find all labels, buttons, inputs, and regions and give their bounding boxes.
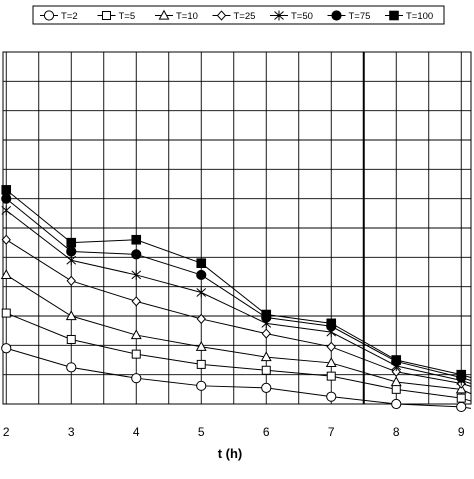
legend-item: T=10	[155, 9, 198, 22]
data-point	[391, 366, 401, 377]
data-point	[1, 185, 12, 195]
data-point	[195, 340, 207, 351]
data-point	[66, 246, 77, 257]
legend-marker	[389, 10, 399, 21]
legend-box	[32, 5, 445, 25]
legend-label: T=2	[61, 11, 78, 22]
data-point	[1, 205, 12, 216]
x-tick-label: 7	[328, 425, 335, 439]
data-point	[261, 365, 271, 375]
x-tick-label: 4	[133, 425, 140, 439]
x-tick-label: 2	[3, 425, 10, 439]
series-t-10	[0, 269, 472, 395]
data-point	[390, 376, 402, 387]
legend-item: T=50	[270, 10, 313, 22]
data-point	[131, 234, 142, 245]
legend-marker	[274, 10, 284, 21]
data-point	[391, 355, 402, 365]
series-line	[5, 198, 472, 382]
legend-item: T=5	[97, 11, 136, 22]
data-point	[196, 380, 207, 391]
legend-label: T=25	[234, 11, 256, 22]
data-point	[131, 296, 141, 307]
series-t-100	[1, 185, 472, 380]
data-point	[391, 384, 401, 394]
data-point	[66, 275, 76, 286]
data-point	[456, 393, 466, 403]
data-point	[66, 334, 76, 344]
series-t-5	[1, 308, 472, 403]
x-tick-label: 5	[198, 425, 205, 439]
x-axis-label: t (h)	[218, 446, 243, 461]
series-line	[5, 189, 472, 379]
data-point	[1, 193, 12, 204]
data-point	[326, 391, 337, 402]
data-point	[325, 357, 337, 368]
data-point	[66, 237, 77, 248]
data-point	[131, 249, 142, 260]
data-point	[65, 310, 77, 321]
data-point	[261, 309, 272, 320]
legend-item: T=2	[40, 10, 78, 22]
series-line	[5, 210, 472, 384]
x-tick-label: 3	[68, 425, 75, 439]
legend-marker	[102, 11, 111, 20]
data-point	[131, 373, 142, 384]
data-point	[131, 349, 141, 359]
data-point	[260, 351, 272, 362]
data-point	[326, 341, 336, 352]
legend-item: T=25	[212, 10, 256, 22]
data-point	[131, 269, 142, 280]
data-point	[261, 382, 272, 393]
series-group	[0, 185, 472, 413]
data-point	[326, 318, 337, 329]
series-t-75	[1, 193, 472, 383]
series-line	[6, 347, 472, 409]
data-point	[1, 234, 11, 245]
data-point	[66, 255, 77, 266]
legend-item: T=75	[327, 10, 371, 22]
legend-marker	[331, 10, 342, 21]
legend-marker	[43, 10, 55, 21]
legend-item: T=100	[385, 10, 433, 22]
data-point	[196, 258, 207, 268]
data-point	[196, 287, 207, 298]
legend-marker	[216, 10, 227, 21]
series-t-2	[1, 343, 472, 413]
x-tick-label: 9	[458, 425, 465, 439]
data-point	[130, 329, 142, 340]
data-point	[1, 308, 11, 318]
data-point	[456, 401, 467, 413]
series-t-25	[1, 234, 472, 389]
legend-label: T=100	[406, 11, 433, 22]
x-tick-label: 6	[263, 425, 270, 439]
series-t-50	[1, 205, 472, 386]
x-tick-labels: 2 3 4 5 6 7 8 9	[3, 425, 465, 439]
data-point	[455, 383, 467, 394]
legend-marker	[158, 9, 170, 20]
legend: T=2 T=5 T=10 T=25 T=50 T=75 T=100	[32, 5, 445, 25]
data-point	[196, 269, 207, 281]
data-point	[261, 328, 271, 339]
data-point	[196, 313, 206, 325]
legend-label: T=10	[176, 11, 198, 22]
data-point	[66, 362, 77, 373]
data-point	[1, 343, 12, 354]
data-point	[196, 359, 206, 369]
data-point	[456, 369, 467, 380]
legend-label: T=75	[349, 11, 371, 22]
series-line	[6, 312, 472, 402]
x-tick-label: 8	[393, 425, 400, 439]
grid	[2, 51, 472, 405]
data-point	[326, 371, 336, 381]
legend-label: T=5	[119, 11, 136, 22]
data-point	[391, 398, 402, 410]
legend-label: T=50	[291, 11, 313, 22]
data-point	[0, 269, 12, 280]
